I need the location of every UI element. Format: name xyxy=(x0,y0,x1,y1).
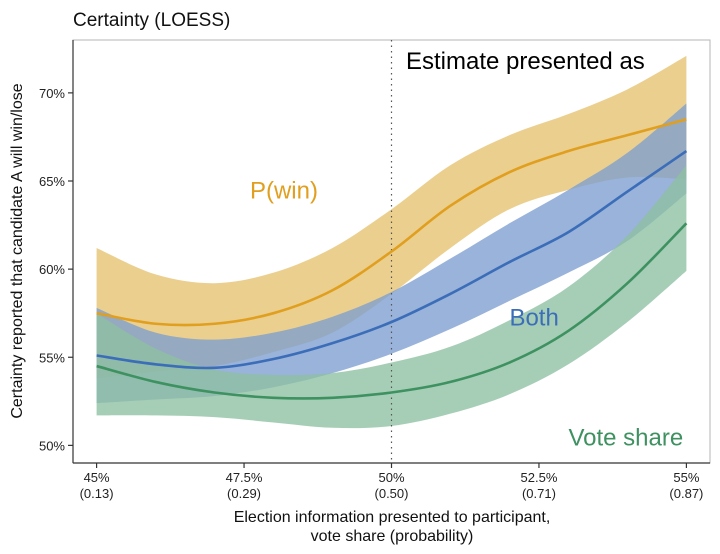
chart-title: Certainty (LOESS) xyxy=(73,10,230,31)
label-vote-share: Vote share xyxy=(568,424,683,451)
y-tick-label: 70% xyxy=(39,86,65,101)
y-tick-label: 50% xyxy=(39,438,65,453)
legend-title: Estimate presented as xyxy=(406,48,645,75)
x-tick-label: 45% xyxy=(84,470,110,485)
x-axis-title-line: Election information presented to partic… xyxy=(234,509,551,526)
label-both: Both xyxy=(509,305,558,332)
line-vote-share xyxy=(96,222,688,400)
series-labels: P(win) Both Vote share xyxy=(250,178,683,452)
y-tick-label: 55% xyxy=(39,350,65,365)
x-tick-sublabel: (0.29) xyxy=(227,486,261,501)
x-axis-title-line: vote share (probability) xyxy=(311,528,474,545)
line-p-win xyxy=(96,118,687,327)
line-both xyxy=(96,149,688,370)
y-axis-title: Certainty reported that candidate A will… xyxy=(9,83,26,418)
x-tick-label: 47.5% xyxy=(226,470,263,485)
x-tick-sublabel: (0.87) xyxy=(669,486,703,501)
x-tick-sublabel: (0.50) xyxy=(375,486,409,501)
series-lines xyxy=(96,118,688,400)
y-tick-label: 60% xyxy=(39,262,65,277)
x-axis-title: Election information presented to partic… xyxy=(234,509,551,545)
y-tick-label: 65% xyxy=(39,174,65,189)
band-vote-share xyxy=(96,165,687,429)
x-tick-sublabel: (0.71) xyxy=(522,486,556,501)
x-tick-label: 55% xyxy=(673,470,699,485)
x-tick-sublabel: (0.13) xyxy=(80,486,114,501)
x-tick-label: 52.5% xyxy=(521,470,558,485)
y-axis-ticks: 50% 55% 60% 65% 70% xyxy=(39,86,73,453)
x-axis-ticks: 45%(0.13) 47.5%(0.29) 50%(0.50) 52.5%(0.71)… xyxy=(80,463,703,501)
label-p-win: P(win) xyxy=(250,178,318,205)
x-tick-label: 50% xyxy=(378,470,404,485)
